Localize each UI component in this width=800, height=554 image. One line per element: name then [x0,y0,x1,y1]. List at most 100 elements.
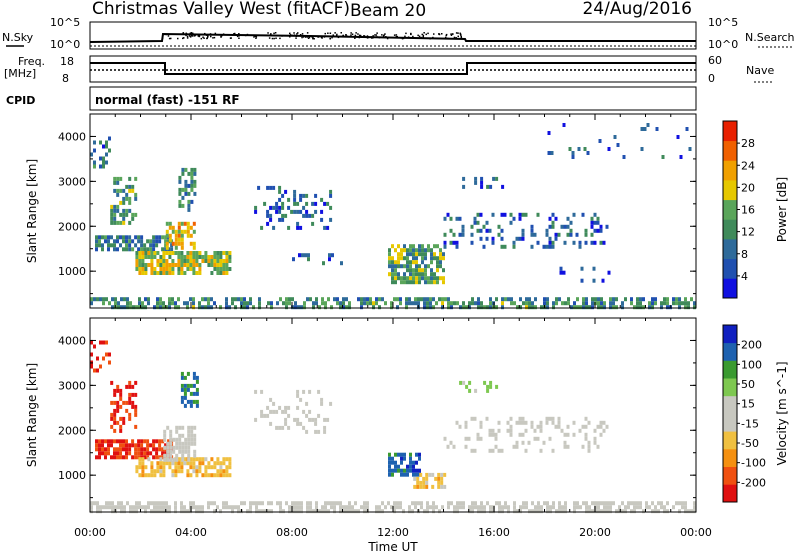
y-tick-label: 4000 [58,334,86,347]
nsky-point [231,34,234,36]
data-cell [515,236,519,241]
data-cell [184,167,188,172]
data-cell [282,509,285,514]
nsky-point [381,34,383,36]
data-cell [225,473,229,478]
data-cell [180,251,184,255]
data-cell [174,251,178,255]
data-cell [113,212,117,217]
data-cell [184,441,188,446]
data-cell [159,509,162,514]
data-cell [125,439,128,444]
colorbar-segment [723,239,737,260]
data-cell [222,271,226,275]
data-cell [542,440,546,445]
data-cell [449,440,453,445]
data-cell [90,364,93,369]
data-cell [348,501,351,506]
data-cell [131,239,135,244]
data-cell [397,252,400,257]
data-cell [567,297,570,302]
data-cell [342,305,345,310]
data-cell [660,305,663,310]
data-cell [158,447,162,452]
data-cell [107,443,110,448]
data-cell [228,259,232,263]
data-cell [642,305,645,310]
data-cell [216,263,220,267]
data-cell [192,501,195,506]
data-cell [184,191,188,196]
y-axis-label: Slant Range [km] [25,159,39,263]
data-cell [552,305,555,310]
data-cell [675,301,678,306]
data-cell [426,509,429,514]
data-cell [418,248,421,253]
nsky-point [189,32,191,35]
data-cell [152,235,156,240]
data-cell [546,301,549,306]
data-cell [186,225,190,230]
data-cell [161,451,165,456]
data-cell [424,248,427,253]
data-cell [219,305,222,310]
nsky-point [305,36,307,38]
data-cell [345,305,348,310]
data-cell [468,388,472,393]
data-cell [429,301,432,306]
data-cell [278,425,282,430]
data-cell [323,429,327,434]
data-cell [321,505,324,510]
data-cell [278,189,282,194]
data-cell [418,456,421,461]
data-cell [225,255,229,259]
data-cell [174,501,177,506]
data-cell [394,268,397,273]
data-cell [225,501,228,506]
data-cell [96,297,99,302]
data-cell [436,280,439,285]
data-cell [189,457,193,462]
data-cell [153,305,156,310]
nsky-point [374,34,376,36]
nsky-point [168,37,171,40]
data-cell [657,509,660,514]
data-cell [436,276,439,281]
data-cell [427,276,430,281]
data-cell [442,252,445,257]
data-cell [547,131,551,135]
data-cell [210,297,213,302]
data-cell [287,225,291,230]
nsky-point [329,32,332,34]
colorbar-segment [723,484,737,503]
data-cell [119,220,123,225]
data-cell [187,433,191,438]
data-cell [462,501,465,506]
data-cell [461,232,465,237]
nsky-point [382,35,385,37]
data-cell [330,501,333,506]
data-cell [184,437,188,442]
data-cell [593,228,597,233]
data-cell [183,263,187,267]
colorbar-segment [723,219,737,240]
data-cell [178,191,182,196]
data-cell [228,457,232,462]
data-cell [462,301,465,306]
data-cell [525,505,528,510]
y-tick-label: 2000 [58,220,86,233]
data-cell [630,297,633,302]
data-cell [282,301,285,306]
data-cell [415,276,418,281]
data-cell [219,267,223,271]
data-cell [531,305,534,310]
data-cell [378,297,381,302]
data-cell [258,509,261,514]
data-cell [450,305,453,310]
data-cell [606,505,609,510]
data-cell [128,380,132,385]
data-cell [105,140,108,145]
data-cell [437,476,441,481]
nsky-point [182,37,184,40]
data-cell [105,160,108,165]
